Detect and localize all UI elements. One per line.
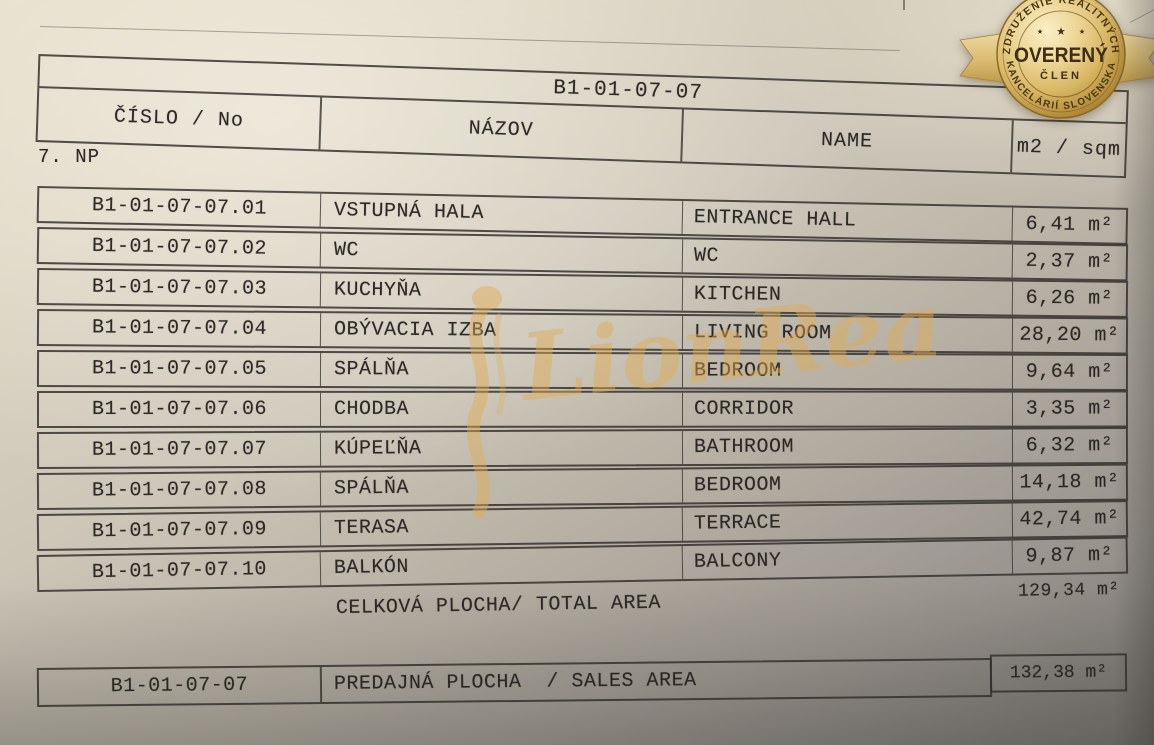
room-name-en: TERRACE (681, 503, 1013, 541)
room-area: 9,64 m² (1011, 355, 1127, 389)
table-row: B1-01-07-07.05 SPÁLŇA BEDROOM 9,64 m² (36, 350, 1129, 391)
room-name-en: KITCHEN (681, 277, 1013, 315)
sales-area-value: 132,38 m² (989, 653, 1128, 693)
background-crease-line (39, 26, 900, 52)
total-area-label: CELKOVÁ PLOCHA/ TOTAL AREA (335, 591, 662, 621)
room-area: 6,32 m² (1011, 429, 1127, 463)
badge-seal-circle (996, 0, 1126, 119)
room-area: 6,26 m² (1011, 281, 1127, 316)
room-area: 28,20 m² (1011, 318, 1127, 353)
column-header-number: ČÍSLO / No (113, 105, 245, 133)
room-name-sk: BALKÓN (319, 546, 683, 586)
room-area: 14,18 m² (1011, 465, 1127, 500)
room-area: 9,87 m² (1011, 538, 1127, 574)
room-number: B1-01-07-07.04 (91, 316, 268, 341)
room-name-en: LIVING ROOM (681, 316, 1013, 352)
table-row: B1-01-07-07.07 KÚPEĽŇA BATHROOM 6,32 m² (36, 427, 1129, 469)
badge-star-icon: ★ (1037, 27, 1043, 38)
room-name-en: ENTRANCE HALL (681, 200, 1013, 241)
room-name-en: BATHROOM (681, 429, 1013, 465)
room-number: B1-01-07-07.08 (91, 478, 268, 503)
room-name-en: BEDROOM (681, 466, 1013, 503)
background-tick-mark (903, 0, 905, 10)
room-number: B1-01-07-07.06 (91, 397, 268, 421)
total-area-value: 129,34 m² (1017, 580, 1120, 602)
table-row: B1-01-07-07.06 CHODBA CORRIDOR 3,35 m² (36, 390, 1129, 428)
room-number: B1-01-07-07.05 (91, 357, 268, 381)
room-name-sk: KUCHYŇA (319, 273, 683, 311)
room-number: B1-01-07-07.07 (91, 437, 268, 462)
room-number: B1-01-07-07.09 (91, 518, 268, 544)
badge-inner-ring (1017, 10, 1105, 98)
room-area: 42,74 m² (1011, 502, 1127, 537)
room-area: 6,41 m² (1011, 207, 1127, 243)
room-name-sk: VSTUPNÁ HALA (319, 193, 683, 234)
room-number: B1-01-07-07.02 (91, 234, 268, 261)
room-name-sk: KÚPEĽŇA (319, 431, 683, 466)
sales-area-row: B1-01-07-07 PREDAJNÁ PLOCHA / SALES AREA (36, 658, 993, 707)
room-area: 3,35 m² (1011, 392, 1127, 426)
verified-member-badge: ZDRUŽENIE REALITNÝCH KANCELÁRIÍ SLOVENSK… (956, 0, 1154, 145)
room-number: B1-01-07-07.10 (91, 558, 268, 585)
room-area: 2,37 m² (1011, 244, 1127, 280)
table-row: B1-01-07-07.04 OBÝVACIA IZBA LIVING ROOM… (36, 309, 1129, 355)
room-name-sk: SPÁLŇA (319, 353, 683, 388)
badge-title: OVERENÝ (1014, 43, 1108, 67)
area-table-body: B1-01-07-07.01 VSTUPNÁ HALA ENTRANCE HAL… (36, 186, 1129, 596)
sales-area-label: PREDAJNÁ PLOCHA / SALES AREA (319, 660, 991, 703)
column-header-nazov: NÁZOV (318, 97, 682, 162)
room-name-sk: CHODBA (319, 392, 683, 426)
room-number: B1-01-07-07.03 (91, 275, 268, 301)
room-name-sk: WC (319, 233, 683, 273)
sales-unit-number: B1-01-07-07 (110, 673, 249, 699)
room-name-sk: TERASA (319, 507, 683, 546)
room-name-en: CORRIDOR (681, 392, 1013, 426)
room-name-en: BEDROOM (681, 354, 1013, 389)
room-name-en: BALCONY (681, 540, 1013, 580)
badge-star-icon: ★ (1079, 27, 1085, 38)
room-name-en: WC (681, 239, 1013, 278)
badge-outer-ring (1002, 0, 1120, 113)
room-number: B1-01-07-07.01 (91, 194, 268, 221)
room-name-sk: OBÝVACIA IZBA (319, 313, 683, 350)
room-name-sk: SPÁLŇA (319, 469, 683, 506)
floor-label: 7. NP (38, 146, 101, 168)
badge-star-icon: ★ (1056, 23, 1065, 40)
badge-subtitle: ČLEN (1040, 69, 1082, 82)
